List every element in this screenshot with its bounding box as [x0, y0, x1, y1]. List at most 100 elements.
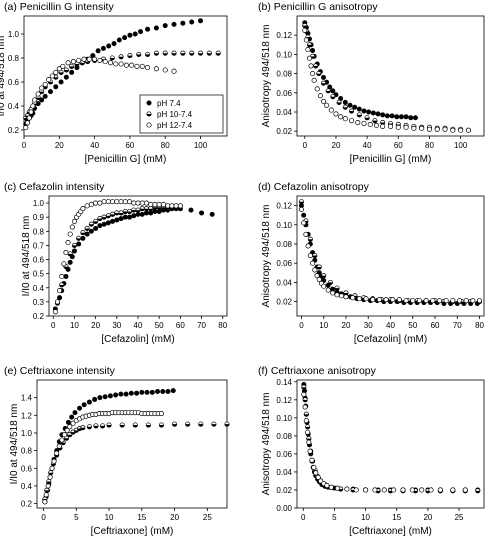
data-point — [462, 487, 468, 493]
data-point — [118, 391, 124, 397]
data-point — [70, 420, 76, 426]
data-point — [408, 115, 414, 121]
y-tick-label: 0.8 — [33, 227, 45, 236]
data-point — [162, 23, 168, 29]
data-point — [23, 125, 29, 131]
x-tick-label: 60 — [394, 141, 403, 150]
data-point — [310, 260, 316, 266]
data-point — [42, 93, 48, 99]
x-tick-label: 30 — [112, 321, 121, 330]
chart-panel-5: (e) Ceftriaxone intensity 0 5 10 15 20 25 0.2 0.… — [4, 365, 230, 537]
data-point — [42, 81, 48, 87]
y-tick-label: 0.06 — [276, 259, 292, 268]
x-tick-label: 70 — [197, 321, 206, 330]
data-point — [97, 395, 103, 401]
y-tick-label: 0.8 — [21, 447, 33, 456]
data-point — [396, 297, 402, 303]
x-tick-label: 5 — [74, 513, 79, 522]
data-point — [306, 42, 313, 48]
y-tick-label: 0.6 — [8, 78, 20, 87]
data-point — [56, 66, 62, 72]
data-point — [426, 126, 433, 132]
data-point — [51, 458, 57, 464]
series-open — [52, 199, 183, 315]
data-point — [101, 199, 107, 205]
data-point — [372, 487, 378, 493]
x-tick-label: 80 — [425, 141, 434, 150]
series-filled — [42, 388, 176, 505]
data-point — [173, 203, 179, 209]
data-point — [301, 391, 307, 397]
data-point — [127, 32, 133, 38]
y-tick-label: 0.08 — [276, 432, 292, 441]
x-tick-label: 10 — [105, 513, 114, 522]
chart-panel-3: (c) Cefazolin intensity 0 10 20 30 40 50 60 70 80… — [4, 181, 228, 345]
data-point — [450, 487, 456, 493]
data-point — [162, 50, 168, 56]
data-point — [97, 216, 103, 222]
data-point — [156, 209, 162, 215]
data-point — [356, 106, 362, 112]
data-point — [134, 390, 140, 396]
data-point — [463, 298, 469, 304]
data-point — [118, 54, 124, 60]
data-point — [342, 116, 348, 122]
x-tick-label: 20 — [91, 321, 100, 330]
data-point — [69, 224, 75, 230]
data-point — [395, 124, 401, 130]
data-point — [57, 295, 63, 301]
data-point — [153, 50, 159, 56]
data-point — [63, 74, 69, 80]
data-point — [64, 427, 70, 433]
x-tick-label: 100 — [194, 141, 208, 150]
data-point — [436, 298, 443, 304]
data-point — [59, 273, 65, 280]
data-point — [301, 212, 307, 218]
x-tick-label: 40 — [134, 321, 143, 330]
data-point — [53, 69, 59, 75]
data-point — [475, 488, 481, 494]
data-point — [153, 66, 159, 72]
data-point — [76, 241, 82, 247]
data-point — [411, 125, 417, 131]
data-point — [123, 391, 129, 397]
data-point — [42, 499, 48, 505]
data-point — [381, 487, 387, 493]
data-point — [143, 200, 150, 206]
plot-frame — [36, 379, 228, 509]
x-tick-label: 10 — [319, 321, 328, 330]
data-point — [101, 221, 107, 227]
y-tick-label: 0.4 — [21, 482, 33, 491]
data-point — [306, 55, 313, 61]
y-tick-label: 1.0 — [8, 30, 20, 39]
y-tick-label: 0.4 — [8, 102, 20, 111]
data-point — [116, 37, 122, 43]
data-point — [56, 443, 62, 449]
x-tick-label: 25 — [455, 513, 464, 522]
series-open — [23, 56, 177, 131]
data-point — [366, 109, 372, 115]
data-point — [361, 108, 367, 114]
data-point — [315, 474, 321, 480]
data-point — [372, 118, 378, 124]
series-filled — [52, 206, 215, 312]
data-point — [320, 80, 327, 86]
data-point — [127, 214, 133, 220]
y-axis-label: I/I0 at 494/518 nm — [0, 36, 7, 117]
data-point — [389, 113, 395, 119]
data-point — [450, 298, 456, 304]
x-tick-label: 10 — [70, 321, 79, 330]
data-point — [110, 211, 116, 217]
data-point — [106, 422, 112, 428]
data-point — [310, 48, 316, 54]
x-tick-label: 60 — [431, 321, 440, 330]
y-tick-label: 1.0 — [33, 199, 45, 208]
plot-frame — [23, 15, 228, 137]
data-point — [403, 124, 409, 130]
y-tick-label: 0.04 — [276, 278, 292, 287]
data-point — [380, 123, 386, 129]
data-point — [84, 231, 90, 237]
data-point — [328, 484, 334, 490]
y-tick-label: 1.0 — [21, 429, 33, 438]
data-point — [165, 203, 171, 209]
